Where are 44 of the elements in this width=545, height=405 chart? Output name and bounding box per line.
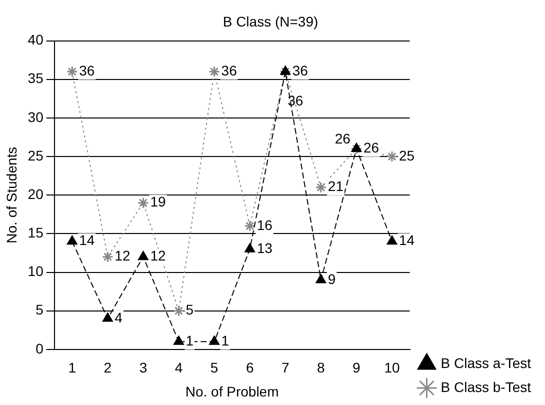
legend-label: B Class a-Test <box>440 354 532 371</box>
y-tick-label: 10 <box>28 263 44 280</box>
y-tick-label: 5 <box>36 302 44 318</box>
data-label: 1 <box>221 332 230 349</box>
data-label: 36 <box>292 62 308 79</box>
data-label: 13 <box>256 240 273 256</box>
x-tick-label: 9 <box>352 360 361 376</box>
data-label: 4 <box>114 309 123 326</box>
x-tick-label: 4 <box>174 360 183 376</box>
x-tick-label: 7 <box>281 360 290 376</box>
data-label: 12 <box>114 248 130 264</box>
data-label: 36 <box>221 62 238 79</box>
x-tick-label: 6 <box>246 360 254 376</box>
x-tick-label: 8 <box>317 360 326 376</box>
data-label: 16 <box>256 216 273 233</box>
data-label: 5 <box>186 302 194 318</box>
y-tick-label: 30 <box>28 108 44 125</box>
data-label: 26 <box>334 130 351 147</box>
y-tick-label: 35 <box>28 70 44 86</box>
y-tick-label: 0 <box>36 340 44 356</box>
y-axis-title: No. of Students <box>3 146 20 244</box>
x-tick-label: 5 <box>210 360 218 376</box>
legend-label: B Class b-Test <box>440 378 532 395</box>
data-label: 36 <box>79 62 95 79</box>
y-tick-label: 15 <box>28 224 44 241</box>
data-label: 36 <box>288 92 304 109</box>
chart-title: B Class (N=39) <box>222 13 318 30</box>
data-label: 25 <box>398 147 415 164</box>
data-label: 19 <box>150 194 166 210</box>
y-tick-label: 40 <box>28 32 44 48</box>
y-tick-label: 25 <box>28 147 44 164</box>
data-label: 21 <box>328 178 344 194</box>
x-tick-label: 2 <box>104 360 112 376</box>
data-label: 12 <box>150 248 166 264</box>
y-tick-label: 20 <box>28 186 44 202</box>
data-label: 1 <box>186 332 194 349</box>
x-axis-title: No. of Problem <box>185 383 279 400</box>
data-label: 14 <box>79 232 95 248</box>
x-tick-label: 1 <box>68 360 76 376</box>
data-label: 9 <box>328 270 336 287</box>
x-tick-label: 10 <box>384 360 400 376</box>
data-label: 26 <box>363 140 380 156</box>
x-tick-label: 3 <box>139 360 148 376</box>
data-label: 14 <box>398 232 415 248</box>
